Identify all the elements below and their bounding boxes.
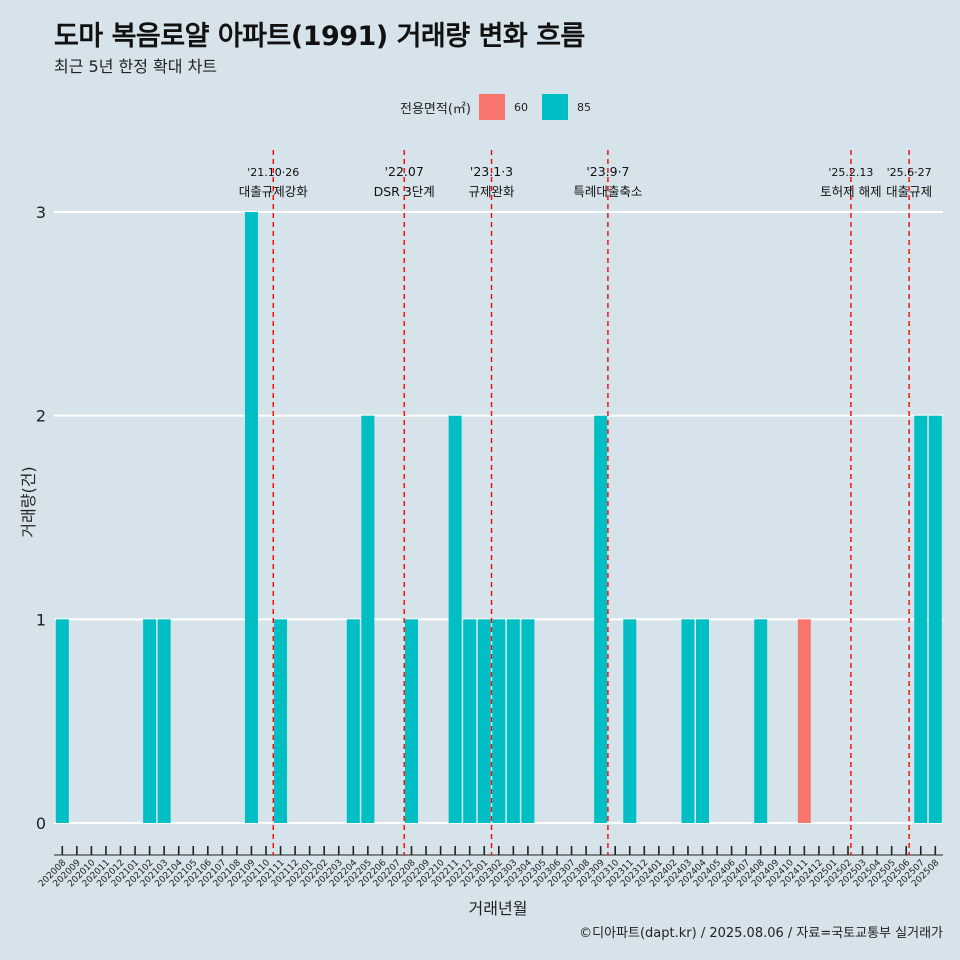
event-date-label: '22.07 bbox=[385, 164, 424, 179]
bar-202109-85 bbox=[244, 212, 258, 823]
bar-202404-85 bbox=[696, 619, 709, 823]
event-text-label: 대출규제 bbox=[886, 184, 932, 199]
bar-202304-85 bbox=[521, 619, 535, 823]
legend-key-60 bbox=[478, 94, 505, 120]
bar-202008-85 bbox=[55, 619, 69, 823]
bar-202102-85 bbox=[143, 619, 157, 823]
event-date-label: '21.10·26 bbox=[247, 166, 299, 179]
bar-202302-85 bbox=[492, 619, 506, 823]
bar-202508-85 bbox=[928, 415, 942, 823]
bar-202211-85 bbox=[448, 415, 462, 823]
legend-title: 전용면적(㎡) bbox=[400, 101, 471, 117]
x-axis-title: 거래년월 bbox=[469, 899, 528, 918]
y-tick-label: 0 bbox=[36, 814, 46, 833]
chart-subtitle: 최근 5년 한정 확대 차트 bbox=[54, 57, 218, 76]
bar-202205-85 bbox=[361, 415, 375, 823]
bar-202303-85 bbox=[506, 619, 520, 823]
y-axis-title: 거래량(건) bbox=[19, 466, 38, 537]
bar-202403-85 bbox=[681, 619, 695, 823]
event-text-label: 대출규제강화 bbox=[239, 184, 309, 199]
source-caption: ©디아파트(dapt.kr) / 2025.08.06 / 자료=국토교통부 실… bbox=[579, 926, 943, 941]
bar-202309-85 bbox=[594, 415, 608, 823]
y-tick-label: 1 bbox=[36, 610, 46, 629]
bar-202212-85 bbox=[463, 619, 477, 823]
bar-202311-85 bbox=[623, 619, 637, 823]
event-date-label: '23.1·3 bbox=[470, 164, 513, 179]
bar-202411-60 bbox=[797, 619, 811, 823]
y-tick-label: 2 bbox=[36, 407, 46, 426]
bar-202507-85 bbox=[914, 415, 928, 823]
bar-202204-85 bbox=[346, 619, 360, 823]
legend-key-85 bbox=[541, 94, 568, 120]
event-text-label: 토허제 해제 bbox=[820, 184, 881, 199]
y-tick-label: 3 bbox=[36, 203, 46, 222]
event-date-label: '25.2.13 bbox=[828, 166, 873, 179]
legend: 전용면적(㎡) 60 85 bbox=[400, 94, 605, 120]
legend-label-60: 60 bbox=[513, 100, 528, 114]
event-text-label: DSR 3단계 bbox=[374, 184, 435, 199]
event-text-label: 특례대출축소 bbox=[573, 184, 642, 199]
event-date-label: '25.6·27 bbox=[887, 166, 932, 179]
bar-202111-85 bbox=[274, 619, 288, 823]
bar-202408-85 bbox=[754, 619, 768, 823]
bar-202208-85 bbox=[405, 619, 418, 823]
legend-label-85: 85 bbox=[576, 100, 591, 114]
bar-202301-85 bbox=[477, 619, 491, 823]
bar-202103-85 bbox=[157, 619, 171, 823]
event-date-label: '23.9·7 bbox=[586, 164, 629, 179]
event-text-label: 규제완화 bbox=[469, 184, 516, 199]
chart-title: 도마 복음로얄 아파트(1991) 거래량 변화 흐름 bbox=[54, 21, 585, 52]
